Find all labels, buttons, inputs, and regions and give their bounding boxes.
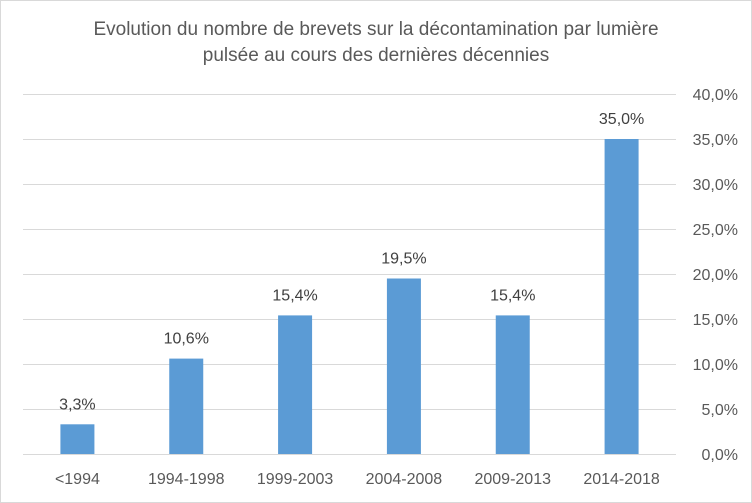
y-tick-label: 0,0% <box>702 447 738 464</box>
bar-data-label: 35,0% <box>599 111 644 128</box>
bar <box>495 315 530 454</box>
x-category-label: 1994-1998 <box>148 471 225 488</box>
bar <box>278 315 313 454</box>
y-tick-label: 20,0% <box>693 267 738 284</box>
bar-data-label: 15,4% <box>272 287 317 304</box>
x-category-label: 2004-2008 <box>366 471 443 488</box>
y-tick-label: 10,0% <box>693 357 738 374</box>
chart-title-line-2: pulsée au cours des dernières décennies <box>202 45 550 66</box>
y-tick-label: 35,0% <box>693 132 738 149</box>
x-category-label: 1999-2003 <box>257 471 334 488</box>
bar <box>60 424 95 454</box>
bar-data-label: 10,6% <box>164 331 209 348</box>
y-tick-label: 5,0% <box>702 402 738 419</box>
chart-title-line-1: Evolution du nombre de brevets sur la dé… <box>93 19 659 40</box>
bar <box>169 358 204 454</box>
bar <box>604 139 639 454</box>
y-tick-label: 15,0% <box>693 312 738 329</box>
y-tick-label: 25,0% <box>693 222 738 239</box>
bar-data-label: 15,4% <box>490 287 535 304</box>
x-category-label: <1994 <box>55 471 100 488</box>
x-category-label: 2014-2018 <box>583 471 660 488</box>
bar-data-label: 3,3% <box>59 396 95 413</box>
y-tick-label: 30,0% <box>693 177 738 194</box>
y-tick-label: 40,0% <box>693 87 738 104</box>
bar-data-label: 19,5% <box>381 251 426 268</box>
x-category-label: 2009-2013 <box>474 471 551 488</box>
bar <box>386 278 421 454</box>
